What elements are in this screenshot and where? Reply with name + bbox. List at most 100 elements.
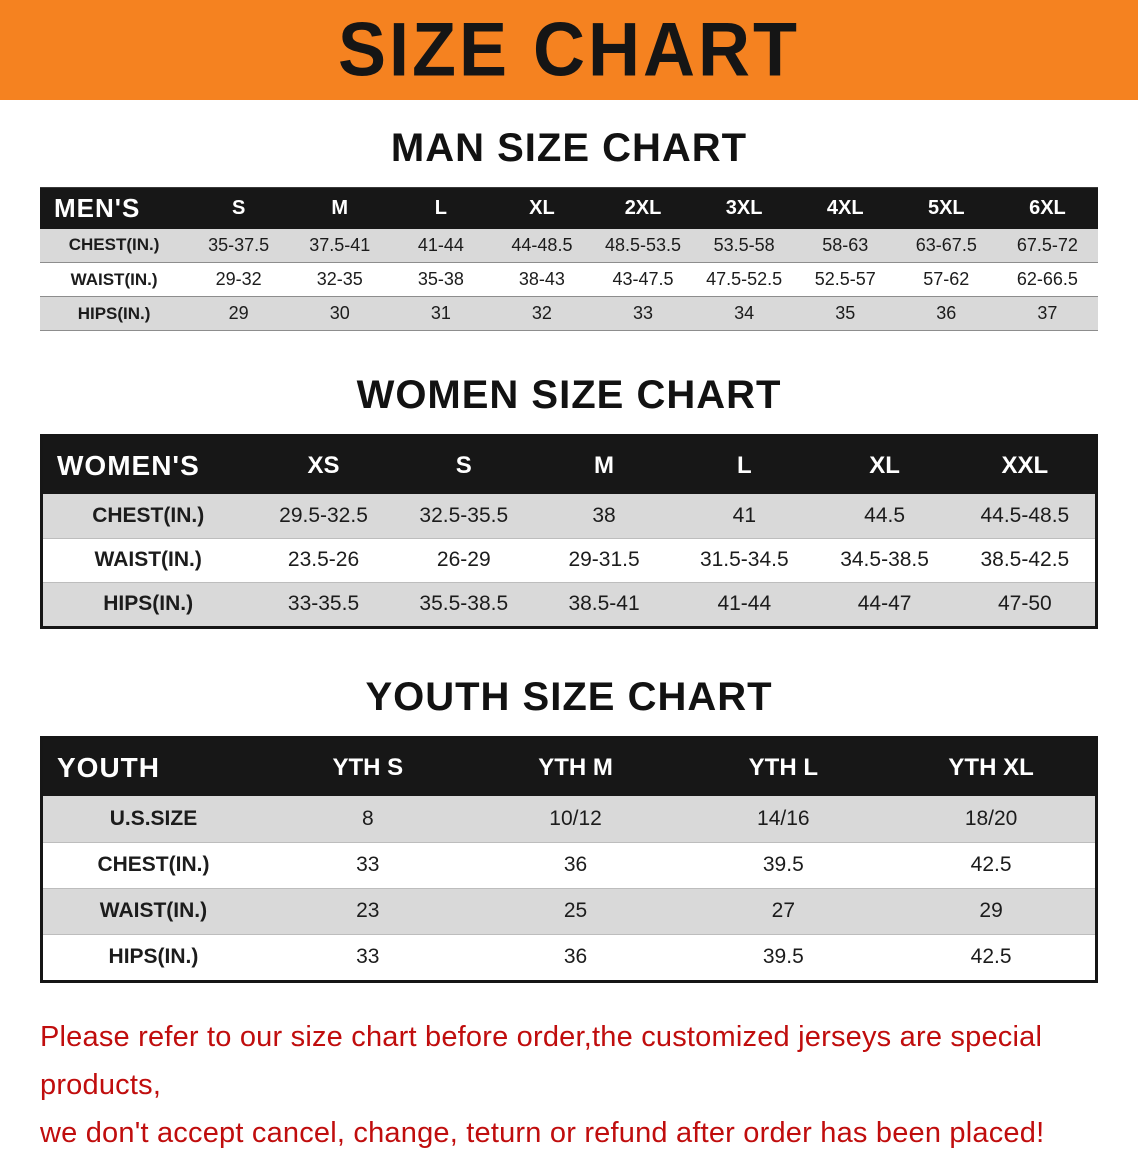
- size-value: 41-44: [390, 228, 492, 263]
- size-value: 41: [674, 494, 815, 539]
- disclaimer-text: Please refer to our size chart before or…: [40, 1013, 1098, 1157]
- man-chart-heading: MAN SIZE CHART: [390, 126, 748, 170]
- womens-size-table: WOMEN'S XS S M L XL XXL CHEST(IN.) 29.5-32.5 32.5…: [40, 434, 1098, 629]
- size-value: 35-38: [390, 262, 492, 297]
- size-value: 35.5-38.5: [393, 582, 534, 626]
- table-corner-label: YOUTH: [43, 739, 264, 796]
- size-column-header: 4XL: [794, 187, 896, 229]
- size-value: 18/20: [887, 796, 1095, 843]
- size-value: 42.5: [887, 934, 1095, 980]
- size-column-header: L: [674, 437, 815, 494]
- women-size-chart-section: WOMEN SIZE CHART WOMEN'S XS S M L XL XXL CHEST(…: [0, 373, 1138, 629]
- row-label: HIPS(IN.): [43, 582, 254, 626]
- size-value: 36: [895, 296, 997, 331]
- size-value: 36: [471, 934, 680, 980]
- size-value: 38.5-41: [533, 582, 675, 626]
- size-column-header: XXL: [954, 437, 1095, 494]
- size-table: YOUTH YTH S YTH M YTH L YTH XL U.S.SIZE 8 10/12…: [43, 739, 1095, 980]
- size-value: 27: [679, 888, 888, 935]
- size-value: 44-47: [814, 582, 955, 626]
- size-value: 32.5-35.5: [393, 494, 534, 539]
- size-value: 23: [263, 888, 472, 935]
- size-value: 29.5-32.5: [253, 494, 394, 539]
- row-label: U.S.SIZE: [43, 796, 264, 843]
- mens-size-table: MEN'S S M L XL 2XL 3XL 4XL 5XL 6XL CHEST(IN.) 35-37…: [40, 187, 1098, 331]
- size-value: 43-47.5: [592, 262, 694, 297]
- size-value: 38: [533, 494, 675, 539]
- size-value: 53.5-58: [693, 228, 795, 263]
- size-column-header: XS: [253, 437, 394, 494]
- size-value: 8: [263, 796, 472, 843]
- disclaimer-line-2: we don't accept cancel, change, teturn o…: [40, 1117, 1045, 1149]
- table-corner-label: WOMEN'S: [43, 437, 254, 494]
- size-value: 41-44: [674, 582, 815, 626]
- table-corner-label: MEN'S: [40, 187, 189, 229]
- youth-chart-heading: YOUTH SIZE CHART: [365, 675, 773, 719]
- size-value: 67.5-72: [996, 228, 1098, 263]
- table-row: WAIST(IN.) 23 25 27 29: [43, 888, 1095, 935]
- table-header-row: MEN'S S M L XL 2XL 3XL 4XL 5XL 6XL: [40, 187, 1098, 229]
- table-header-row: WOMEN'S XS S M L XL XXL: [43, 437, 1095, 494]
- size-column-header: 6XL: [996, 187, 1098, 229]
- size-value: 35: [794, 296, 896, 331]
- banner-title: SIZE CHART: [338, 7, 800, 93]
- size-column-header: L: [390, 187, 492, 229]
- size-value: 29-31.5: [533, 538, 675, 583]
- size-value: 34.5-38.5: [814, 538, 955, 583]
- table-row: HIPS(IN.) 33-35.5 35.5-38.5 38.5-41 41-44 44-…: [43, 582, 1095, 626]
- size-value: 47-50: [954, 582, 1095, 626]
- table-row: WAIST(IN.) 23.5-26 26-29 29-31.5 31.5-34.5 34…: [43, 538, 1095, 583]
- size-column-header: XL: [814, 437, 955, 494]
- size-value: 58-63: [794, 228, 896, 263]
- size-value: 32-35: [289, 262, 391, 297]
- table-row: CHEST(IN.) 35-37.5 37.5-41 41-44 44-48.5 48.5…: [40, 228, 1098, 263]
- size-column-header: S: [393, 437, 534, 494]
- size-value: 47.5-52.5: [693, 262, 795, 297]
- size-value: 34: [693, 296, 795, 331]
- size-value: 63-67.5: [895, 228, 997, 263]
- row-label: HIPS(IN.): [43, 934, 264, 980]
- size-value: 29: [887, 888, 1095, 935]
- size-column-header: 2XL: [592, 187, 694, 229]
- size-value: 57-62: [895, 262, 997, 297]
- size-value: 23.5-26: [253, 538, 394, 583]
- row-label: WAIST(IN.): [43, 538, 254, 583]
- row-label: CHEST(IN.): [40, 228, 189, 263]
- row-label: HIPS(IN.): [40, 296, 189, 331]
- size-value: 33: [263, 842, 472, 889]
- size-table: WOMEN'S XS S M L XL XXL CHEST(IN.) 29.5-32.5 32.5…: [43, 437, 1095, 626]
- table-row: U.S.SIZE 8 10/12 14/16 18/20: [43, 796, 1095, 843]
- size-value: 52.5-57: [794, 262, 896, 297]
- size-column-header: M: [289, 187, 391, 229]
- size-value: 29: [188, 296, 290, 331]
- size-value: 48.5-53.5: [592, 228, 694, 263]
- size-value: 31: [390, 296, 492, 331]
- size-value: 25: [471, 888, 680, 935]
- size-column-header: S: [188, 187, 290, 229]
- size-value: 36: [471, 842, 680, 889]
- size-chart-banner: SIZE CHART: [0, 0, 1138, 100]
- size-column-header: XL: [491, 187, 593, 229]
- row-label: CHEST(IN.): [43, 842, 264, 889]
- size-value: 37: [996, 296, 1098, 331]
- size-value: 29-32: [188, 262, 290, 297]
- table-row: HIPS(IN.) 29 30 31 32 33 34 35 36 37: [40, 296, 1098, 331]
- man-size-chart-section: MAN SIZE CHART MEN'S S M L XL 2XL 3XL 4XL 5XL 6XL…: [0, 126, 1138, 331]
- size-column-header: 5XL: [895, 187, 997, 229]
- size-value: 10/12: [471, 796, 680, 843]
- size-value: 26-29: [393, 538, 534, 583]
- row-label: WAIST(IN.): [40, 262, 189, 297]
- youth-size-table: YOUTH YTH S YTH M YTH L YTH XL U.S.SIZE 8 10/12…: [40, 736, 1098, 983]
- size-column-header: YTH XL: [887, 739, 1095, 796]
- size-value: 35-37.5: [188, 228, 290, 263]
- women-chart-heading: WOMEN SIZE CHART: [356, 373, 782, 417]
- size-value: 42.5: [887, 842, 1095, 889]
- size-value: 14/16: [679, 796, 888, 843]
- size-value: 39.5: [679, 842, 888, 889]
- table-row: HIPS(IN.) 33 36 39.5 42.5: [43, 934, 1095, 980]
- size-value: 31.5-34.5: [674, 538, 815, 583]
- size-value: 32: [491, 296, 593, 331]
- size-value: 30: [289, 296, 391, 331]
- size-value: 38-43: [491, 262, 593, 297]
- table-row: CHEST(IN.) 29.5-32.5 32.5-35.5 38 41 44.5 44.5…: [43, 494, 1095, 539]
